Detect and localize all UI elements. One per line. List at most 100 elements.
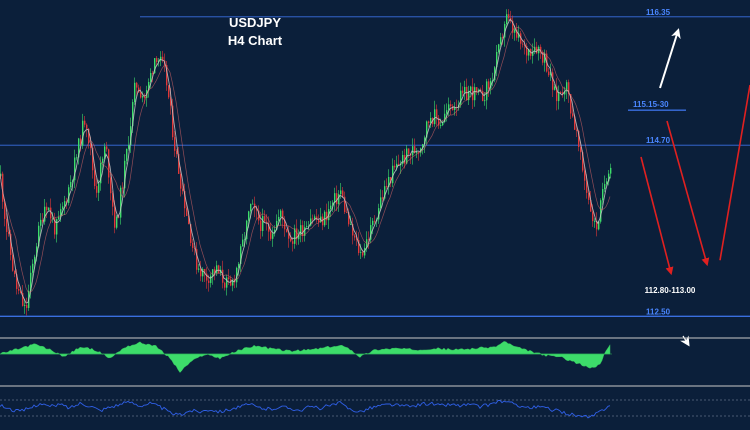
candle-body — [254, 203, 256, 209]
candle-body — [76, 157, 78, 159]
candle-body — [430, 118, 432, 124]
candle-body — [208, 280, 210, 283]
candle-body — [522, 43, 524, 45]
candle-body — [338, 194, 340, 205]
candle-body — [310, 218, 312, 226]
candle-body — [332, 202, 334, 206]
candle-body — [212, 269, 214, 276]
candle-body — [496, 51, 498, 68]
candle-body — [560, 92, 562, 93]
candle-body — [94, 170, 96, 187]
candle-body — [24, 304, 26, 306]
candle-body — [144, 96, 146, 99]
candle-body — [574, 116, 576, 130]
candle-body — [92, 147, 94, 171]
candle-body — [454, 107, 456, 111]
candle-body — [394, 165, 396, 168]
candle-body — [336, 193, 338, 205]
candle-body — [46, 206, 48, 211]
candle-body — [188, 215, 190, 225]
candle-body — [532, 51, 534, 56]
projection-arrows — [640, 28, 750, 347]
candle-body — [174, 137, 176, 151]
candle-body — [44, 206, 46, 222]
candle-body — [594, 221, 596, 222]
candle-body — [280, 210, 282, 217]
candle-body — [438, 117, 440, 126]
candle-body — [422, 144, 424, 149]
candle-body — [556, 86, 558, 102]
candle-body — [388, 177, 390, 188]
candle-body — [442, 122, 444, 126]
candle-body — [342, 190, 344, 197]
candle-body — [606, 181, 608, 185]
candle-body — [80, 138, 82, 146]
slow-ma-line — [0, 27, 611, 293]
candle-body — [90, 143, 92, 148]
candle-body — [142, 96, 144, 98]
candle-body — [316, 216, 318, 220]
candle-body — [350, 224, 352, 225]
candle-body — [182, 188, 184, 192]
candle-body — [590, 199, 592, 212]
candle-body — [572, 113, 574, 117]
candle-body — [312, 218, 314, 220]
candle-body — [156, 58, 158, 62]
candle-body — [586, 180, 588, 193]
candle-body — [296, 228, 298, 240]
candle-body — [82, 120, 84, 146]
candle-body — [566, 82, 568, 92]
candle-body — [512, 20, 514, 33]
candle-body — [102, 158, 104, 163]
candle-body — [558, 92, 560, 102]
candle-body — [382, 197, 384, 199]
candle-body — [246, 220, 248, 240]
up-arrow — [659, 28, 681, 89]
candle-body — [288, 232, 290, 239]
candle-body — [352, 224, 354, 236]
candle-body — [508, 14, 510, 18]
candle-body — [262, 216, 264, 231]
candle-body — [290, 238, 292, 242]
candle-body — [154, 58, 156, 74]
candle-body — [70, 182, 72, 188]
candle-body — [470, 86, 472, 91]
candle-body — [444, 113, 446, 123]
candle-body — [360, 252, 362, 253]
candle-body — [26, 304, 28, 308]
candle-body — [604, 184, 606, 190]
candle-body — [358, 239, 360, 253]
candle-body — [2, 173, 4, 202]
candle-body — [150, 73, 152, 82]
candle-body — [40, 219, 42, 226]
candle-body — [378, 208, 380, 220]
candle-body — [520, 33, 522, 44]
candle-body — [248, 211, 250, 221]
candle-body — [104, 146, 106, 159]
candle-body — [346, 212, 348, 213]
candle-body — [476, 87, 478, 92]
candle-body — [278, 216, 280, 221]
candle-body — [308, 225, 310, 227]
candle-body — [340, 190, 342, 195]
candle-body — [218, 265, 220, 274]
candle-body — [544, 53, 546, 63]
candle-body — [386, 186, 388, 188]
rsi-line — [0, 399, 611, 419]
candle-body — [448, 104, 450, 111]
candle-body — [276, 220, 278, 230]
down-arrow — [640, 156, 674, 276]
candle-body — [498, 44, 500, 52]
candle-body — [256, 208, 258, 211]
candle-body — [120, 187, 122, 218]
candle-body — [428, 121, 430, 124]
moving-averages — [0, 18, 611, 304]
candle-body — [370, 225, 372, 240]
candle-body — [232, 280, 234, 286]
candle-body — [268, 223, 270, 232]
candle-body — [176, 150, 178, 154]
candle-body — [236, 267, 238, 283]
candle-body — [466, 86, 468, 101]
candle-body — [166, 65, 168, 86]
